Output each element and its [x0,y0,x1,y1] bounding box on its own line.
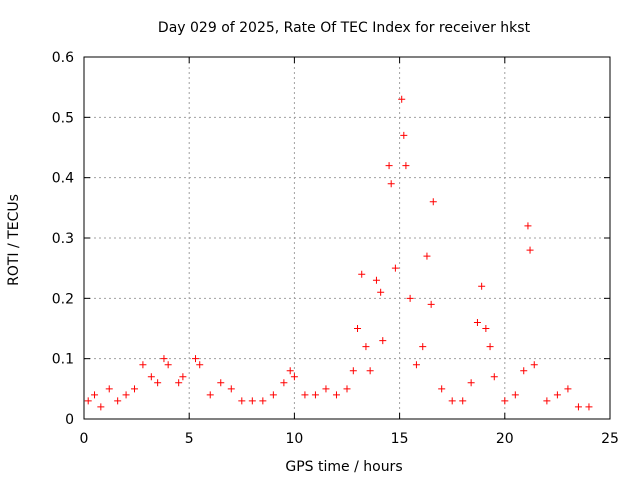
data-point [196,361,204,369]
data-point [379,337,387,345]
data-point [520,367,528,375]
data-point [406,294,414,302]
y-tick-label: 0.3 [52,231,74,247]
data-point [530,361,538,369]
plot-frame [83,56,611,420]
chart-title: Day 029 of 2025, Rate Of TEC Index for r… [158,20,531,36]
data-point [139,361,147,369]
data-point [130,385,138,393]
data-point [91,391,99,399]
data-point [377,288,385,296]
data-point [160,355,168,363]
data-point [372,276,380,284]
data-point [206,391,214,399]
x-tick-label: 0 [80,431,89,447]
data-point [227,385,235,393]
data-point [179,373,187,381]
data-point [280,379,288,387]
data-point [301,391,309,399]
data-point [427,300,435,308]
data-point [154,379,162,387]
data-point [366,367,374,375]
data-point [402,162,410,170]
data-point [84,397,92,405]
data-point [122,391,130,399]
y-tick-label: 0.6 [52,50,74,66]
data-point [490,373,498,381]
y-axis-label: ROTI / TECUs [6,194,22,286]
data-point [311,391,319,399]
data-point [269,391,277,399]
data-point [164,361,172,369]
data-point [349,367,357,375]
data-point [385,162,393,170]
data-point [175,379,183,387]
data-points [84,95,593,411]
data-point [524,222,532,230]
y-tick-label: 0.5 [52,110,74,126]
data-point [114,397,122,405]
data-point [511,391,519,399]
data-point [248,397,256,405]
y-tick-label: 0.4 [52,171,74,187]
data-point [467,379,475,387]
data-point [354,325,362,332]
y-tick-label: 0 [65,412,74,428]
data-point [574,403,582,411]
data-point [553,391,561,399]
data-point [482,325,490,332]
data-point [486,343,494,351]
data-point [423,252,431,260]
data-point [238,397,246,405]
data-point [290,373,298,381]
x-tick-label: 10 [285,431,303,447]
data-point [398,95,406,103]
data-point [543,397,551,405]
data-point [412,361,420,369]
data-point [400,131,408,139]
x-tick-label: 5 [185,431,194,447]
tick-labels: 0 5 10 15 20 25 0 0.1 0.2 0.3 0.4 0.5 0.6 [52,50,619,447]
data-point [286,367,294,375]
data-point [419,343,427,351]
data-point [391,264,399,272]
data-point [459,397,467,405]
data-point [192,355,200,363]
data-point [429,198,437,206]
data-point [332,391,340,399]
data-point [387,180,395,188]
data-point [259,397,267,405]
data-point [501,397,509,405]
data-point [526,246,534,254]
data-point [564,385,572,393]
data-point [97,403,105,411]
x-tick-label: 20 [496,431,514,447]
data-point [585,403,593,411]
data-point [343,385,351,393]
data-point [322,385,330,393]
y-tick-label: 0.2 [52,291,74,307]
data-point [478,282,486,290]
data-point [362,343,370,351]
data-point [438,385,446,393]
data-point [358,270,366,278]
y-tick-label: 0.1 [52,352,74,368]
grid [84,57,610,419]
data-point [217,379,225,387]
x-tick-label: 15 [391,431,409,447]
data-point [473,318,481,326]
data-point [105,385,113,393]
data-point [448,397,456,405]
x-axis-label: GPS time / hours [285,459,402,475]
x-tick-label: 25 [601,431,619,447]
data-point [147,373,155,381]
